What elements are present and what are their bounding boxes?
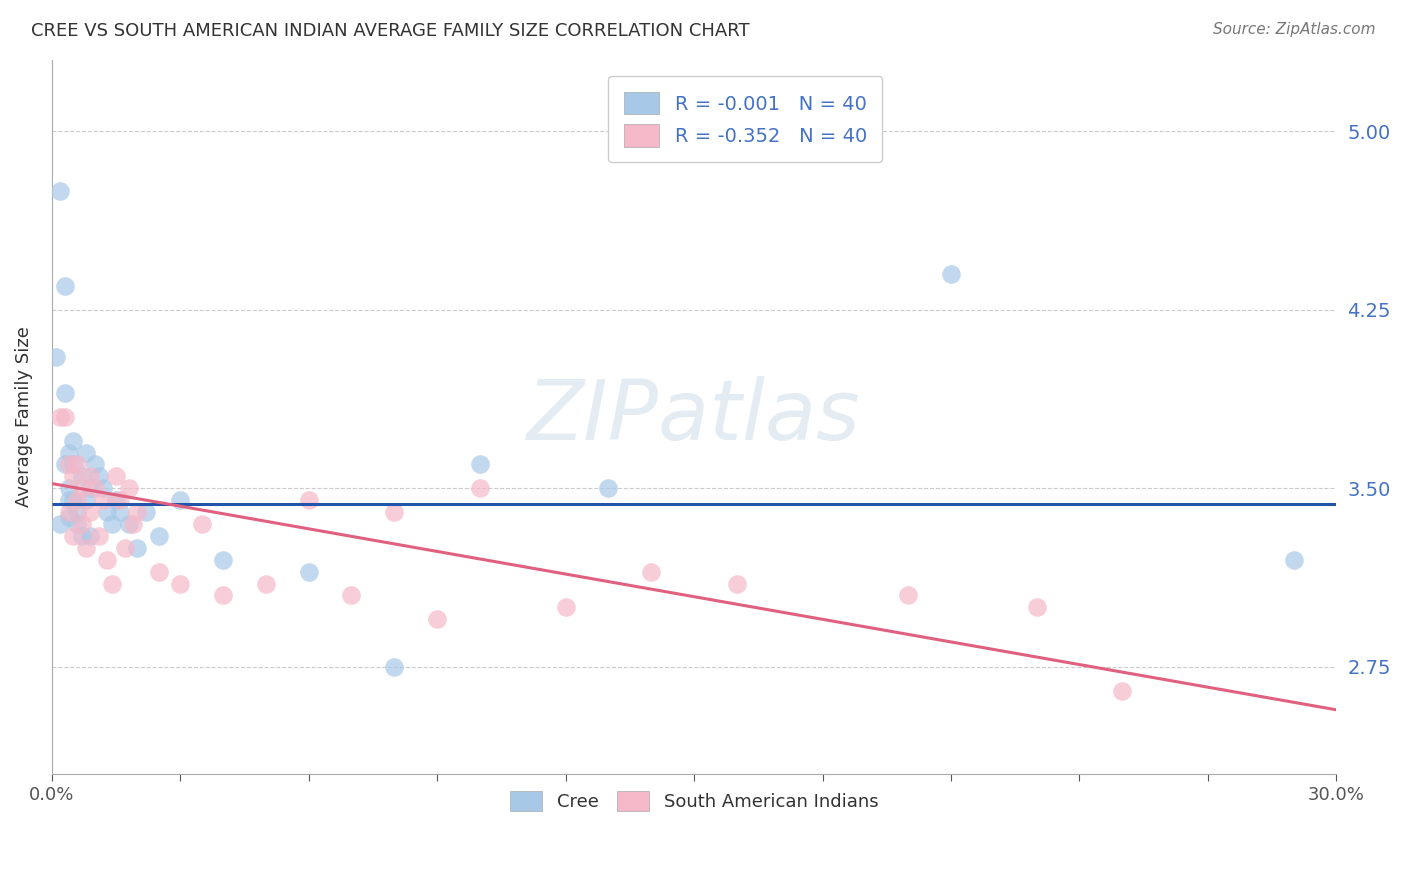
Point <box>79 529 101 543</box>
Point <box>58 481 80 495</box>
Point <box>1282 553 1305 567</box>
Point <box>66 505 89 519</box>
Point <box>79 481 101 495</box>
Point <box>298 565 321 579</box>
Point <box>62 434 84 448</box>
Point <box>254 576 277 591</box>
Point <box>127 541 149 555</box>
Point <box>87 469 110 483</box>
Point <box>53 386 76 401</box>
Point <box>96 553 118 567</box>
Text: CREE VS SOUTH AMERICAN INDIAN AVERAGE FAMILY SIZE CORRELATION CHART: CREE VS SOUTH AMERICAN INDIAN AVERAGE FA… <box>31 22 749 40</box>
Point <box>212 589 235 603</box>
Point <box>96 505 118 519</box>
Point <box>148 565 170 579</box>
Point <box>58 493 80 508</box>
Legend: Cree, South American Indians: Cree, South American Indians <box>495 776 893 826</box>
Point <box>426 612 449 626</box>
Point <box>62 493 84 508</box>
Y-axis label: Average Family Size: Average Family Size <box>15 326 32 508</box>
Point <box>75 493 97 508</box>
Point <box>1111 683 1133 698</box>
Point <box>83 481 105 495</box>
Point <box>382 505 405 519</box>
Point <box>83 458 105 472</box>
Point <box>118 481 141 495</box>
Point <box>49 516 72 531</box>
Point <box>468 458 491 472</box>
Point <box>75 445 97 459</box>
Point <box>127 505 149 519</box>
Point <box>53 278 76 293</box>
Point <box>1025 600 1047 615</box>
Point <box>104 493 127 508</box>
Point <box>79 505 101 519</box>
Point <box>725 576 748 591</box>
Point <box>70 469 93 483</box>
Point <box>190 516 212 531</box>
Point <box>122 516 145 531</box>
Point <box>49 409 72 424</box>
Point <box>118 516 141 531</box>
Point <box>298 493 321 508</box>
Point <box>62 458 84 472</box>
Point <box>110 505 132 519</box>
Point <box>53 409 76 424</box>
Point <box>91 481 114 495</box>
Point <box>87 529 110 543</box>
Point <box>53 458 76 472</box>
Point <box>62 529 84 543</box>
Point <box>91 493 114 508</box>
Point <box>340 589 363 603</box>
Point <box>110 493 132 508</box>
Point <box>58 509 80 524</box>
Point <box>70 529 93 543</box>
Point <box>100 576 122 591</box>
Point <box>169 493 191 508</box>
Point <box>79 469 101 483</box>
Point <box>70 481 93 495</box>
Point <box>897 589 920 603</box>
Point <box>66 493 89 508</box>
Point <box>212 553 235 567</box>
Point <box>100 516 122 531</box>
Point <box>598 481 620 495</box>
Point <box>114 541 136 555</box>
Point <box>58 505 80 519</box>
Point <box>49 184 72 198</box>
Point <box>554 600 576 615</box>
Point <box>66 458 89 472</box>
Point <box>70 516 93 531</box>
Point <box>66 516 89 531</box>
Point <box>148 529 170 543</box>
Point <box>62 469 84 483</box>
Point <box>135 505 157 519</box>
Point <box>169 576 191 591</box>
Point <box>45 351 67 365</box>
Point <box>382 660 405 674</box>
Point <box>104 469 127 483</box>
Point <box>640 565 662 579</box>
Point <box>939 267 962 281</box>
Point <box>58 445 80 459</box>
Text: Source: ZipAtlas.com: Source: ZipAtlas.com <box>1212 22 1375 37</box>
Point <box>75 541 97 555</box>
Point <box>468 481 491 495</box>
Point <box>58 458 80 472</box>
Text: ZIPatlas: ZIPatlas <box>527 376 860 458</box>
